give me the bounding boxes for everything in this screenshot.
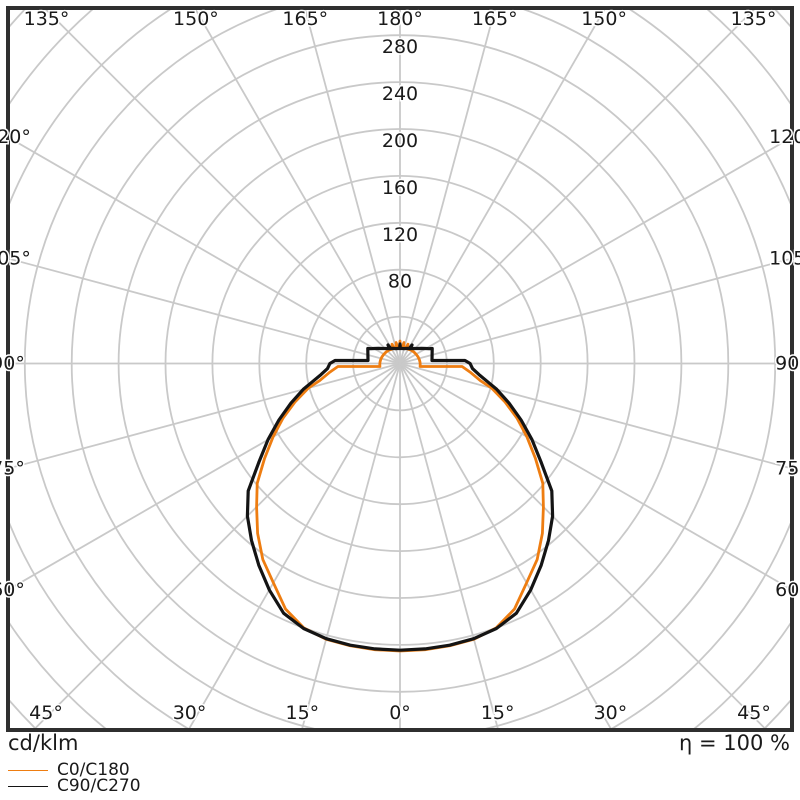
grid-spoke bbox=[399, 10, 496, 364]
angle-label: 60° bbox=[0, 579, 25, 601]
grid-spoke bbox=[399, 362, 790, 469]
angle-label: 30° bbox=[173, 702, 207, 724]
grid-spoke bbox=[194, 10, 401, 364]
legend-label-c0-c180: C0/C180 bbox=[57, 760, 130, 780]
angle-label: 0° bbox=[389, 702, 411, 724]
legend-swatch-c90-c270-line bbox=[8, 785, 48, 787]
grid-spoke bbox=[399, 258, 790, 365]
labels-layer: 135° 150° 165° 180° 165° 150° 135° 120° 120° 105°… bbox=[0, 7, 800, 726]
angle-label: 120° bbox=[769, 126, 800, 148]
angle-label: 60° bbox=[775, 579, 800, 601]
angle-label: 150° bbox=[581, 8, 627, 30]
angle-label: 15° bbox=[481, 702, 515, 724]
angle-label: 90° bbox=[0, 353, 25, 375]
angle-label: 45° bbox=[737, 702, 771, 724]
grid-spoke bbox=[10, 137, 401, 365]
units-label: cd/klm bbox=[8, 731, 79, 755]
grid-spoke bbox=[34, 362, 401, 728]
angle-label: 75° bbox=[0, 458, 25, 480]
angle-label: 135° bbox=[731, 8, 777, 30]
legend-item-c0-c180: C0/C180 bbox=[8, 760, 130, 780]
angle-label: 165° bbox=[282, 8, 328, 30]
angle-label: 75° bbox=[775, 458, 800, 480]
angle-label: 105° bbox=[769, 247, 800, 269]
angle-label: 30° bbox=[594, 702, 628, 724]
angle-label: 15° bbox=[285, 702, 319, 724]
radial-tick-label: 120 bbox=[382, 224, 418, 246]
angle-label: 90° bbox=[775, 353, 800, 375]
angle-label: 135° bbox=[24, 8, 70, 30]
angle-label: 105° bbox=[0, 247, 31, 269]
grid-spoke bbox=[304, 10, 401, 364]
grid-spoke bbox=[10, 362, 401, 590]
legend-label-c90-c270: C90/C270 bbox=[57, 776, 141, 796]
grid-spoke bbox=[399, 10, 606, 364]
legend-item-c90-c270: C90/C270 bbox=[8, 776, 141, 796]
grid-spoke bbox=[45, 10, 401, 365]
grid-layer bbox=[10, 10, 790, 728]
radial-tick-label: 80 bbox=[388, 271, 412, 293]
angle-label: 180° bbox=[377, 8, 423, 30]
efficiency-label: η = 100 % bbox=[679, 731, 790, 755]
grid-spoke bbox=[399, 362, 790, 590]
grid-spoke bbox=[399, 137, 790, 365]
radial-tick-label: 200 bbox=[382, 130, 418, 152]
angle-label: 120° bbox=[0, 126, 31, 148]
grid-spoke bbox=[399, 363, 612, 728]
angle-label: 150° bbox=[173, 8, 219, 30]
curve-c90-c270 bbox=[245, 342, 555, 652]
angle-label: 45° bbox=[29, 702, 63, 724]
grid-spoke bbox=[399, 363, 499, 728]
grid-spoke bbox=[10, 362, 401, 469]
legend-swatch-c0-c180-line bbox=[8, 769, 48, 771]
grid-spoke bbox=[399, 10, 755, 365]
grid-spoke bbox=[188, 363, 401, 728]
radial-tick-label: 160 bbox=[382, 177, 418, 199]
angle-label: 165° bbox=[472, 8, 518, 30]
polar-chart-canvas: 135° 150° 165° 180° 165° 150° 135° 120° 120° 105°… bbox=[0, 6, 800, 732]
plot-frame bbox=[6, 6, 794, 732]
curves-layer bbox=[245, 339, 555, 653]
grid-spoke bbox=[10, 258, 401, 365]
radial-tick-label: 240 bbox=[382, 83, 418, 105]
grid-spoke bbox=[399, 362, 766, 728]
grid-spoke bbox=[301, 363, 401, 728]
radial-tick-label: 280 bbox=[382, 36, 418, 58]
photometric-diagram: 135° 150° 165° 180° 165° 150° 135° 120° 120° 105°… bbox=[0, 6, 800, 732]
